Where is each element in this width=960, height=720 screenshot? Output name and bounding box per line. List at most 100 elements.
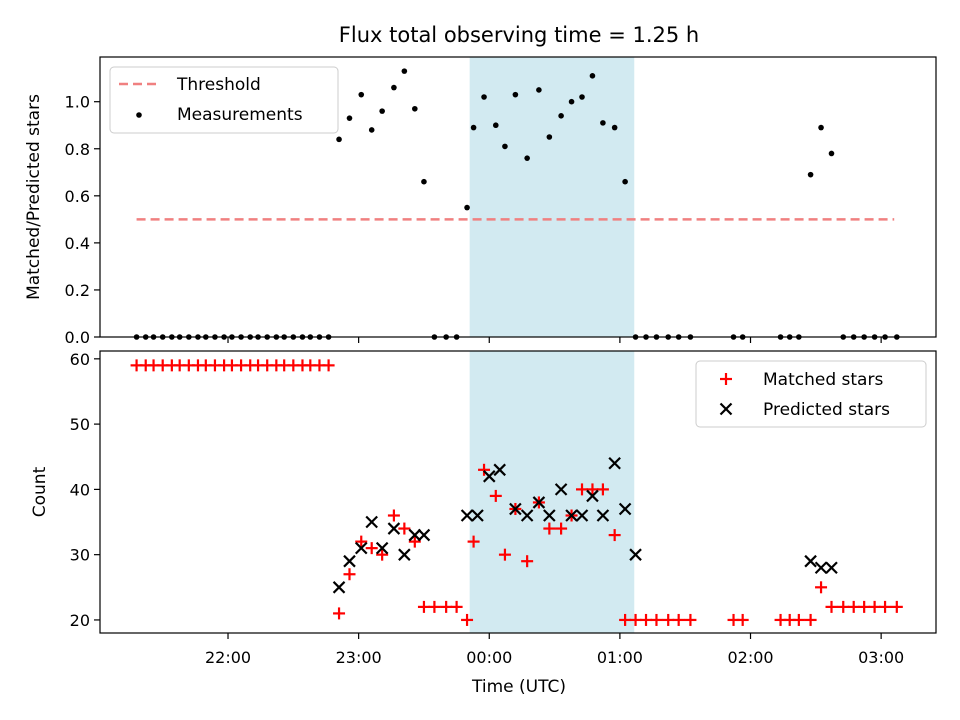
- legend-predicted-label: Predicted stars: [763, 400, 890, 420]
- measurement-point: [589, 73, 596, 79]
- matched-point: [417, 600, 430, 613]
- matched-point: [376, 548, 389, 561]
- cross-b: [543, 509, 556, 522]
- predicted-point: [387, 522, 401, 535]
- bottom-y-tick-label: 30: [70, 546, 90, 565]
- predicted-point: [629, 548, 642, 561]
- measurement-point: [368, 127, 375, 133]
- bottom-legend: Matched stars Predicted stars: [695, 360, 927, 428]
- top-legend: Threshold Measurements: [109, 66, 339, 134]
- matched-point: [672, 613, 685, 626]
- matched-point: [629, 613, 642, 626]
- matched-point: [343, 568, 356, 581]
- predicted-point: [417, 528, 431, 542]
- matched-point: [815, 581, 828, 594]
- top-y-tick-label: 1.0: [65, 93, 90, 112]
- measurement-point: [470, 124, 477, 131]
- bottom-y-axis-label: Count: [30, 466, 50, 517]
- top-panel: 0.0 0.2 0.4 0.6 0.8 1.0 Matched/Predicted sta…: [24, 56, 937, 347]
- bottom-x-tick-label: 02:00: [727, 648, 773, 667]
- cross-b: [629, 548, 642, 561]
- predicted-point: [375, 541, 389, 555]
- cross-b: [460, 509, 474, 522]
- matched-point: [825, 600, 838, 613]
- measurement-point: [579, 94, 585, 100]
- matched-point: [640, 613, 653, 626]
- predicted-point: [543, 509, 556, 522]
- cross-b: [814, 561, 828, 575]
- bottom-x-axis-label: Time (UTC): [471, 677, 566, 697]
- predicted-point: [332, 581, 346, 594]
- measurement-point: [558, 113, 564, 119]
- matched-point: [596, 483, 609, 496]
- predicted-point: [460, 509, 474, 522]
- predicted-point: [343, 554, 356, 568]
- cross-b: [343, 554, 356, 568]
- matched-point: [650, 613, 663, 626]
- legend-measurements-swatch: [136, 112, 142, 118]
- predicted-point: [482, 470, 496, 483]
- predicted-point: [354, 541, 368, 555]
- legend-matched-marker: [720, 373, 732, 385]
- predicted-point: [398, 548, 411, 561]
- measurement-point: [346, 115, 353, 121]
- predicted-point: [365, 515, 378, 529]
- predicted-point: [586, 489, 599, 503]
- cross-b: [520, 509, 534, 522]
- cross-b: [575, 509, 589, 522]
- matched-point: [333, 607, 346, 620]
- cross-b: [825, 561, 838, 575]
- matched-point: [608, 529, 621, 542]
- legend-predicted-marker: [719, 402, 733, 416]
- legend-threshold-label: Threshold: [176, 75, 261, 95]
- bottom-x-tick-label: 00:00: [466, 648, 512, 667]
- measurement-point: [391, 84, 397, 91]
- bottom-legend-box: [695, 360, 927, 428]
- predicted-point: [520, 509, 534, 522]
- matched-point: [684, 613, 697, 626]
- measurement-point: [401, 68, 408, 74]
- predicted-point: [804, 554, 817, 568]
- bottom-marks: [130, 359, 903, 626]
- matched-point: [467, 535, 480, 548]
- top-y-tick-label: 0.6: [65, 187, 90, 206]
- top-y-tick-label: 0.2: [65, 281, 90, 300]
- matched-point: [792, 613, 805, 626]
- measurement-point: [379, 108, 385, 114]
- bottom-y-tick-label: 60: [70, 350, 90, 369]
- top-legend-box: [109, 66, 339, 134]
- bottom-x-ticks: 22:00 23:00 00:00 01:00 02:00 03:00: [205, 633, 904, 667]
- measurement-point: [828, 150, 835, 157]
- bottom-shaded-span: [469, 351, 635, 633]
- measurement-point: [336, 136, 342, 143]
- matched-point: [408, 535, 421, 548]
- measurement-point: [536, 87, 542, 93]
- legend-matched-label: Matched stars: [763, 370, 883, 390]
- cross-b: [387, 522, 401, 535]
- predicted-point: [471, 509, 484, 522]
- matched-point: [440, 600, 453, 613]
- chart-title: Flux total observing time = 1.25 h: [339, 23, 699, 47]
- matched-point: [736, 613, 749, 626]
- measurement-point: [807, 171, 814, 178]
- predicted-point: [596, 509, 610, 522]
- bottom-y-tick-label: 50: [70, 415, 90, 434]
- matched-point: [847, 600, 860, 613]
- predicted-point: [532, 496, 546, 509]
- cross-b: [554, 483, 568, 496]
- matched-point: [398, 522, 411, 535]
- matched-point: [619, 613, 632, 626]
- bottom-x-tick-label: 22:00: [205, 648, 251, 667]
- measurement-point: [568, 98, 575, 105]
- cross-b: [375, 541, 389, 555]
- matched-point: [365, 542, 378, 555]
- predicted-point: [618, 502, 632, 516]
- top-y-tick-label: 0.4: [65, 234, 90, 253]
- bottom-axes-frame: [99, 350, 937, 634]
- bottom-y-tick-label: 20: [70, 611, 90, 630]
- matched-point: [428, 600, 441, 613]
- top-axes-frame: [99, 56, 937, 338]
- matched-point: [890, 600, 903, 613]
- matched-point: [489, 489, 502, 502]
